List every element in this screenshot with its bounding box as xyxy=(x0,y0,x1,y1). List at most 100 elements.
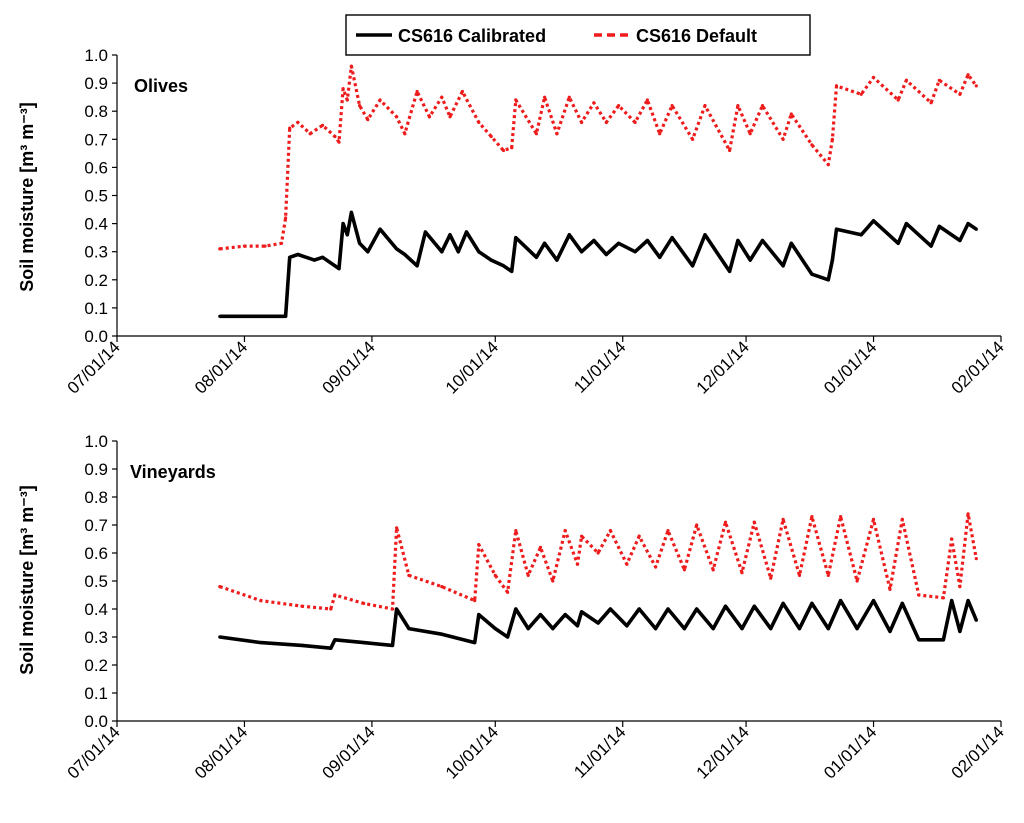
series-default-point xyxy=(395,115,399,119)
series-default-line xyxy=(219,64,978,251)
series-calibrated-line xyxy=(219,210,978,319)
series-calibrated-point xyxy=(349,210,353,214)
series-default-point xyxy=(666,529,670,533)
series-calibrated-point xyxy=(736,238,740,243)
series-calibrated-point xyxy=(760,238,765,243)
series-calibrated-point xyxy=(888,629,892,634)
series-calibrated-point xyxy=(218,635,222,639)
series-calibrated-point xyxy=(703,233,707,237)
series-default-point xyxy=(810,143,814,147)
series-calibrated-point xyxy=(740,627,744,631)
series-calibrated-point xyxy=(834,227,839,231)
series-default-point xyxy=(974,557,978,561)
series-default-point xyxy=(218,247,222,251)
series-calibrated-point xyxy=(473,641,477,645)
series-calibrated-point xyxy=(563,613,567,617)
series-calibrated-point xyxy=(575,624,580,628)
x-tick-label: 12/01/14 xyxy=(693,337,753,397)
series-calibrated-point xyxy=(312,258,316,262)
series-default-point xyxy=(440,95,444,99)
series-calibrated-point xyxy=(510,269,514,273)
series-default-point xyxy=(904,78,909,82)
series-calibrated-point xyxy=(440,632,444,636)
series-default-point xyxy=(395,526,399,530)
series-default-point xyxy=(473,599,477,603)
series-default-point xyxy=(341,87,345,91)
series-default-point xyxy=(477,120,481,124)
series-calibrated-point xyxy=(645,238,650,243)
series-calibrated-point xyxy=(580,610,584,614)
series-default-point xyxy=(617,104,621,108)
series-default-point xyxy=(333,593,337,597)
series-default-point xyxy=(695,523,699,527)
x-tick-label: 11/01/14 xyxy=(570,337,629,396)
series-default-point xyxy=(321,123,325,127)
series-default-point xyxy=(279,241,284,245)
series-default-point xyxy=(300,604,304,608)
series-default-point xyxy=(654,565,658,569)
x-tick-label: 10/01/14 xyxy=(442,337,502,397)
series-calibrated-point xyxy=(826,627,830,631)
series-default-point xyxy=(477,543,481,547)
series-default-point xyxy=(349,64,353,68)
series-calibrated-point xyxy=(781,601,785,606)
series-default-point xyxy=(460,89,464,94)
x-tick-label: 11/01/14 xyxy=(570,722,629,781)
series-calibrated-point xyxy=(941,638,946,642)
series-calibrated-point xyxy=(695,607,699,611)
series-default-point xyxy=(826,163,830,167)
y-tick-label: 0.9 xyxy=(84,460,108,479)
series-default-point xyxy=(810,515,814,519)
series-calibrated-point xyxy=(395,247,399,251)
y-tick-label: 0.1 xyxy=(84,299,108,318)
y-axis-label-vineyards: Soil moisture [m³ m⁻³] xyxy=(17,485,37,675)
series-calibrated-point xyxy=(440,250,444,254)
series-calibrated-point xyxy=(752,604,756,608)
x-tick-label: 08/01/14 xyxy=(191,722,251,782)
series-default-point xyxy=(390,607,395,611)
series-default-point xyxy=(950,537,954,541)
series-calibrated-point xyxy=(633,250,637,254)
series-default-point xyxy=(859,92,863,96)
series-calibrated-point xyxy=(284,314,288,318)
series-default-point xyxy=(752,520,756,524)
series-default-point xyxy=(510,146,514,150)
series-default-point xyxy=(855,579,859,583)
series-default-point xyxy=(427,115,432,119)
series-default-point xyxy=(329,607,333,611)
series-calibrated-point xyxy=(596,621,600,625)
series-calibrated-point xyxy=(810,272,814,276)
series-calibrated-point xyxy=(415,264,419,268)
series-calibrated-point xyxy=(789,241,793,245)
series-calibrated-point xyxy=(658,255,662,259)
series-calibrated-point xyxy=(966,222,970,226)
series-calibrated-point xyxy=(958,629,962,634)
series-default-point xyxy=(493,573,497,578)
series-default-point xyxy=(440,585,444,589)
series-calibrated-point xyxy=(395,607,399,611)
series-calibrated-point xyxy=(366,250,370,254)
legend-label-calibrated: CS616 Calibrated xyxy=(398,26,546,46)
series-calibrated-point xyxy=(723,604,728,608)
series-calibrated-point xyxy=(464,230,469,234)
series-default-point xyxy=(580,120,584,124)
series-default-point xyxy=(358,104,362,108)
series-calibrated-point xyxy=(337,267,341,271)
series-calibrated-point xyxy=(514,236,518,240)
y-tick-label: 0.5 xyxy=(84,572,108,591)
series-calibrated-point xyxy=(288,255,292,259)
series-calibrated-point xyxy=(691,264,695,268)
series-default-point xyxy=(900,517,904,522)
series-calibrated-point xyxy=(769,627,773,631)
panel-label-olives: Olives xyxy=(134,76,188,96)
y-tick-label: 0.4 xyxy=(84,600,108,619)
series-calibrated-point xyxy=(580,250,584,254)
series-default-point xyxy=(337,140,341,144)
legend-label-default: CS616 Default xyxy=(636,26,757,46)
series-default-point xyxy=(958,92,962,96)
series-default-point xyxy=(826,573,830,578)
panel-vineyards: Vineyards Soil moisture [m³ m⁻³] 0.0 0.1 0… xyxy=(17,432,1008,783)
series-default-point xyxy=(760,104,765,108)
series-calibrated-point xyxy=(493,627,497,631)
series-default-point xyxy=(288,126,292,130)
